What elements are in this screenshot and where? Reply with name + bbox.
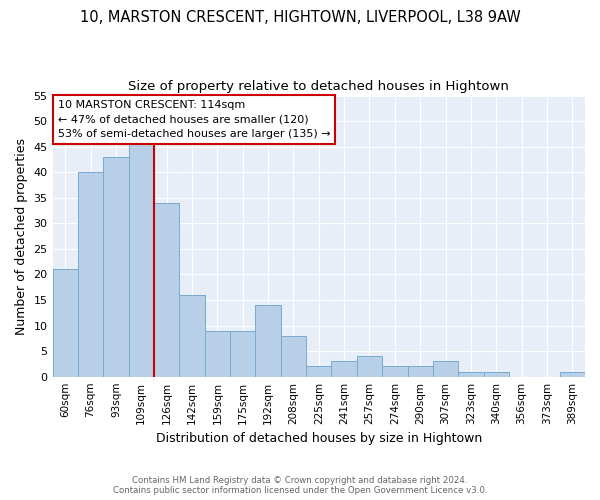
Bar [407, 366, 433, 376]
Bar [433, 362, 458, 376]
Bar [484, 372, 509, 376]
Bar [154, 203, 179, 376]
Bar [230, 330, 256, 376]
Bar [306, 366, 331, 376]
Bar [331, 362, 357, 376]
Text: 10 MARSTON CRESCENT: 114sqm
← 47% of detached houses are smaller (120)
53% of se: 10 MARSTON CRESCENT: 114sqm ← 47% of det… [58, 100, 331, 140]
Bar [256, 305, 281, 376]
Bar [357, 356, 382, 376]
Bar [128, 142, 154, 376]
Bar [103, 157, 128, 376]
Bar [53, 270, 78, 376]
Bar [458, 372, 484, 376]
Bar [382, 366, 407, 376]
Text: 10, MARSTON CRESCENT, HIGHTOWN, LIVERPOOL, L38 9AW: 10, MARSTON CRESCENT, HIGHTOWN, LIVERPOO… [80, 10, 520, 25]
Title: Size of property relative to detached houses in Hightown: Size of property relative to detached ho… [128, 80, 509, 93]
X-axis label: Distribution of detached houses by size in Hightown: Distribution of detached houses by size … [155, 432, 482, 445]
Bar [205, 330, 230, 376]
Bar [179, 295, 205, 376]
Y-axis label: Number of detached properties: Number of detached properties [15, 138, 28, 334]
Bar [560, 372, 585, 376]
Bar [281, 336, 306, 376]
Bar [78, 172, 103, 376]
Text: Contains HM Land Registry data © Crown copyright and database right 2024.
Contai: Contains HM Land Registry data © Crown c… [113, 476, 487, 495]
